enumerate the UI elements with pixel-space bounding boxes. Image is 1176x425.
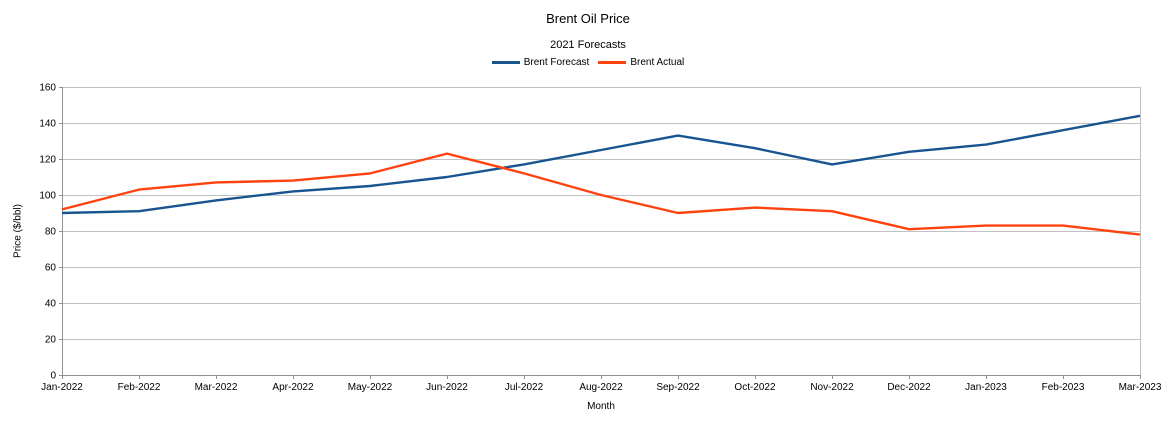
y-tick-label: 20 — [45, 335, 57, 346]
y-tick-label: 160 — [39, 83, 56, 94]
series-line-brent-actual — [61, 152, 1141, 236]
x-axis-title: Month — [587, 401, 615, 412]
y-axis-title: Price ($/bbl) — [12, 204, 24, 258]
x-tick-label: Feb-2023 — [1042, 382, 1085, 393]
x-tick-label: May-2022 — [348, 382, 393, 393]
series-line-brent-forecast — [61, 114, 1141, 215]
x-tick-label: Apr-2022 — [272, 382, 314, 393]
x-tick-label: Aug-2022 — [579, 382, 623, 393]
y-tick-label: 100 — [39, 191, 56, 202]
x-tick-label: Mar-2022 — [195, 382, 238, 393]
legend: Brent Forecast Brent Actual — [0, 57, 1176, 68]
y-tick-label: 0 — [50, 371, 56, 382]
x-tick-label: Mar-2023 — [1119, 382, 1162, 393]
x-tick-label: Jul-2022 — [505, 382, 544, 393]
y-tick-label: 40 — [45, 299, 57, 310]
x-tick-label: Nov-2022 — [810, 382, 854, 393]
x-tick-label: Jan-2022 — [41, 382, 83, 393]
y-tick-label: 120 — [39, 155, 56, 166]
actual-line-swatch-icon — [598, 61, 627, 64]
chart-subtitle: 2021 Forecasts — [550, 39, 626, 51]
x-tick-label: Feb-2022 — [118, 382, 161, 393]
x-tick-label: Dec-2022 — [887, 382, 931, 393]
y-tick-label: 60 — [45, 263, 57, 274]
forecast-line-swatch-icon — [491, 61, 520, 64]
legend-label-brent-forecast: Brent Forecast — [523, 57, 590, 68]
x-tick-label: Oct-2022 — [734, 382, 776, 393]
x-tick-label: Sep-2022 — [656, 382, 700, 393]
chart-title: Brent Oil Price — [546, 11, 630, 26]
x-tick-label: Jan-2023 — [965, 382, 1007, 393]
y-tick-label: 140 — [39, 119, 56, 130]
legend-item-brent-forecast: Brent Forecast — [491, 57, 590, 68]
x-tick-label: Jun-2022 — [426, 382, 468, 393]
legend-item-brent-actual: Brent Actual — [598, 57, 684, 68]
legend-label-brent-actual: Brent Actual — [630, 57, 685, 68]
y-tick-label: 80 — [45, 227, 57, 238]
